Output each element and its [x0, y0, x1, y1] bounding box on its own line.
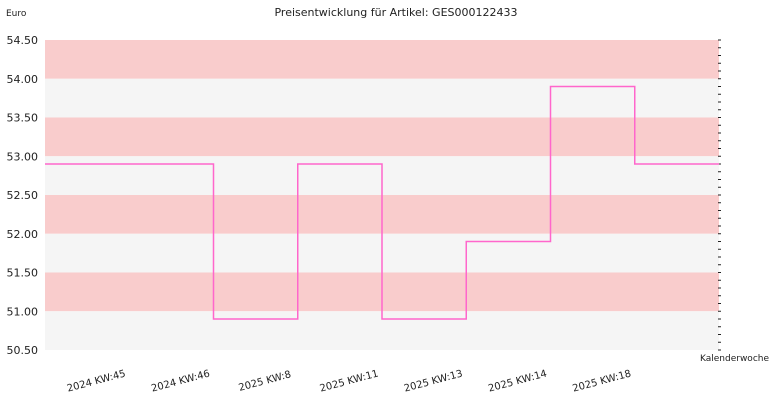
x-tick-label: 2025 KW:8: [238, 369, 293, 394]
price-step-line: [45, 85, 719, 320]
x-tick-label: 2024 KW:46: [150, 368, 211, 394]
band-0: [45, 40, 719, 79]
band-1: [45, 78, 719, 118]
y-tick-label: 53.50: [7, 112, 39, 125]
chart-title: Preisentwicklung für Artikel: GES0001224…: [274, 6, 517, 19]
x-tick-label: 2024 KW:45: [66, 368, 127, 394]
y-tick-label: 51.00: [7, 305, 39, 318]
y-tick-label: 50.50: [7, 344, 39, 357]
x-tick-label: 2025 KW:11: [319, 368, 380, 394]
x-tick-label: 2025 KW:13: [403, 368, 464, 394]
y-tick-label: 52.50: [7, 189, 39, 202]
y-tick-label: 54.00: [7, 73, 39, 86]
band-2: [45, 117, 719, 157]
y-tick-label: 51.50: [7, 267, 39, 280]
y-axis-label: Euro: [6, 9, 27, 19]
y-tick-labels: 50.50 51.00 51.50 52.00 52.50 53.00 53.50 54.00…: [7, 34, 39, 357]
x-tick-label: 2025 KW:14: [487, 368, 548, 394]
y-tick-label: 54.50: [7, 34, 39, 47]
x-tick-label: 2025 KW:18: [571, 368, 632, 394]
right-minor-ticks: [718, 39, 721, 351]
y-tick-label: 52.00: [7, 228, 39, 241]
x-axis-label: Kalenderwoche: [700, 354, 769, 364]
series-line: [45, 85, 719, 320]
x-tick-labels: 2024 KW:45 2024 KW:46 2025 KW:8 2025 KW:11 2…: [66, 368, 633, 394]
y-tick-label: 53.00: [7, 150, 39, 163]
